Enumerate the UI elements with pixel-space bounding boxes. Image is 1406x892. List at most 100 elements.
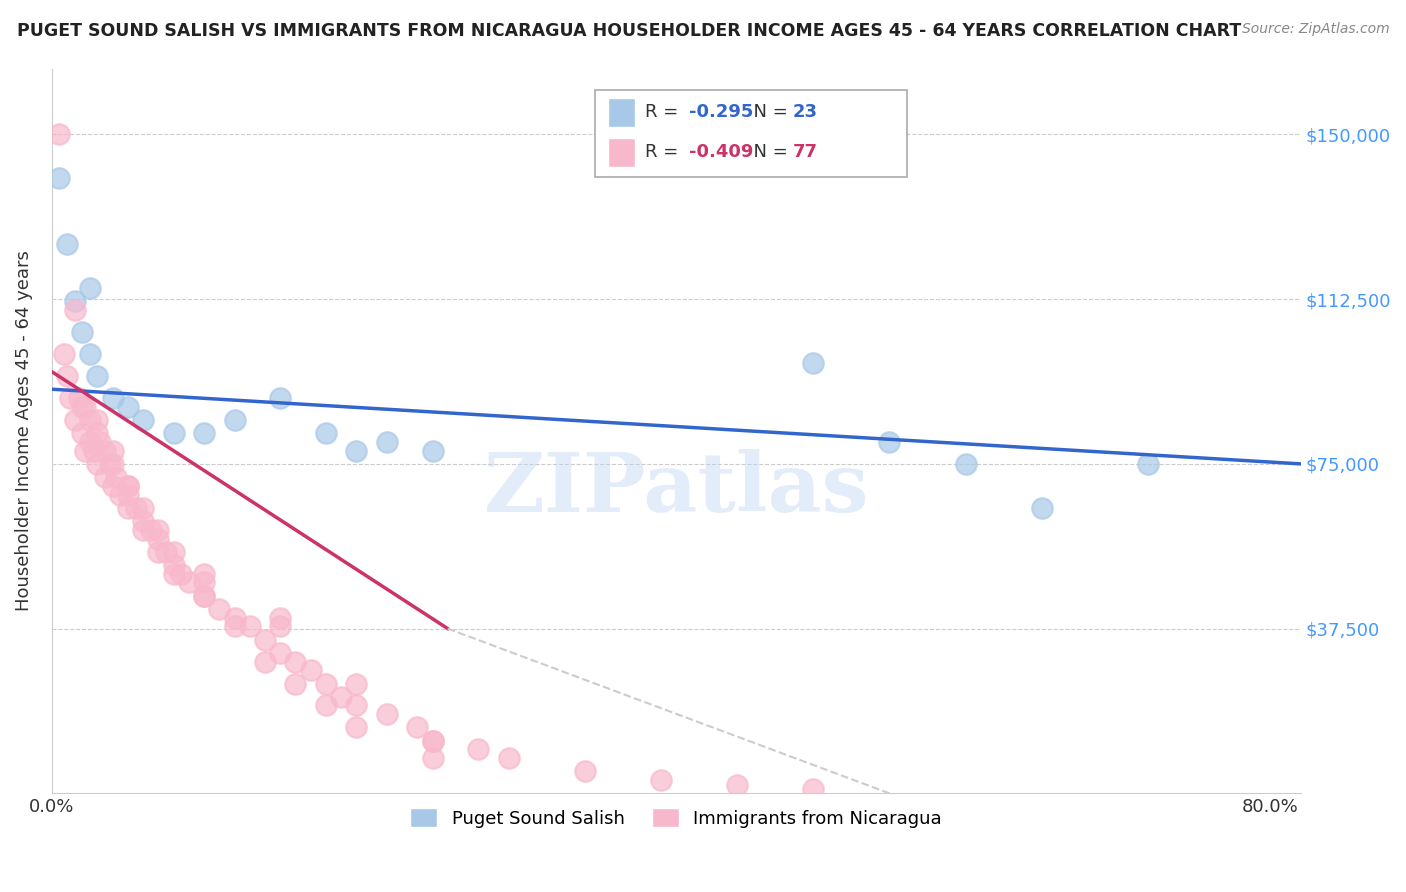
Point	[422, 733, 444, 747]
Point	[148, 523, 170, 537]
Text: Source: ZipAtlas.com: Source: ZipAtlas.com	[1241, 22, 1389, 37]
Point	[269, 391, 291, 405]
Point	[193, 575, 215, 590]
Point	[162, 566, 184, 581]
Point	[148, 532, 170, 546]
FancyBboxPatch shape	[607, 98, 636, 127]
Point	[422, 751, 444, 765]
Point	[70, 400, 93, 414]
Point	[132, 514, 155, 528]
Text: PUGET SOUND SALISH VS IMMIGRANTS FROM NICARAGUA HOUSEHOLDER INCOME AGES 45 - 64 : PUGET SOUND SALISH VS IMMIGRANTS FROM NI…	[17, 22, 1241, 40]
Point	[162, 545, 184, 559]
Point	[193, 426, 215, 441]
Point	[101, 479, 124, 493]
Point	[315, 698, 337, 713]
Point	[725, 778, 748, 792]
Point	[955, 457, 977, 471]
Point	[344, 676, 367, 690]
Point	[193, 566, 215, 581]
Point	[117, 500, 139, 515]
Text: -0.409: -0.409	[689, 144, 754, 161]
Point	[101, 443, 124, 458]
Point	[1031, 500, 1053, 515]
Point	[284, 655, 307, 669]
Point	[63, 303, 86, 318]
Point	[117, 400, 139, 414]
Point	[193, 589, 215, 603]
Point	[79, 281, 101, 295]
Point	[375, 707, 398, 722]
Y-axis label: Householder Income Ages 45 - 64 years: Householder Income Ages 45 - 64 years	[15, 251, 32, 611]
Point	[79, 347, 101, 361]
Point	[98, 457, 121, 471]
Point	[132, 523, 155, 537]
Point	[117, 479, 139, 493]
Point	[75, 443, 97, 458]
Text: 23: 23	[793, 103, 817, 121]
Point	[344, 443, 367, 458]
Point	[801, 781, 824, 796]
Point	[59, 391, 82, 405]
FancyBboxPatch shape	[607, 137, 636, 167]
Point	[574, 764, 596, 779]
Point	[193, 589, 215, 603]
Point	[70, 325, 93, 339]
Point	[86, 426, 108, 441]
Point	[650, 773, 672, 788]
Point	[86, 413, 108, 427]
Point	[330, 690, 353, 704]
Text: R =: R =	[645, 144, 683, 161]
FancyBboxPatch shape	[595, 90, 907, 178]
Point	[170, 566, 193, 581]
Legend: Puget Sound Salish, Immigrants from Nicaragua: Puget Sound Salish, Immigrants from Nica…	[404, 801, 949, 835]
Point	[101, 391, 124, 405]
Point	[315, 676, 337, 690]
Point	[284, 676, 307, 690]
Point	[79, 413, 101, 427]
Point	[132, 413, 155, 427]
Point	[132, 500, 155, 515]
Text: 77: 77	[793, 144, 817, 161]
Point	[155, 545, 177, 559]
Point	[406, 721, 429, 735]
Point	[70, 426, 93, 441]
Point	[104, 470, 127, 484]
Text: N =: N =	[742, 103, 794, 121]
Point	[253, 632, 276, 647]
Point	[56, 369, 79, 384]
Text: R =: R =	[645, 103, 683, 121]
Point	[224, 413, 246, 427]
Point	[162, 426, 184, 441]
Point	[110, 488, 132, 502]
Point	[94, 470, 117, 484]
Point	[139, 523, 162, 537]
Point	[467, 742, 489, 756]
Point	[879, 434, 901, 449]
Point	[375, 434, 398, 449]
Point	[422, 733, 444, 747]
Point	[83, 443, 105, 458]
Point	[79, 434, 101, 449]
Point	[86, 369, 108, 384]
Point	[344, 698, 367, 713]
Point	[177, 575, 200, 590]
Point	[117, 488, 139, 502]
Point	[344, 721, 367, 735]
Point	[94, 443, 117, 458]
Point	[89, 434, 111, 449]
Point	[148, 545, 170, 559]
Point	[269, 646, 291, 660]
Point	[224, 610, 246, 624]
Point	[801, 356, 824, 370]
Point	[124, 500, 146, 515]
Point	[224, 619, 246, 633]
Point	[75, 400, 97, 414]
Text: N =: N =	[742, 144, 794, 161]
Point	[162, 558, 184, 572]
Point	[63, 413, 86, 427]
Point	[48, 128, 70, 142]
Point	[269, 610, 291, 624]
Point	[498, 751, 520, 765]
Point	[315, 426, 337, 441]
Point	[208, 602, 231, 616]
